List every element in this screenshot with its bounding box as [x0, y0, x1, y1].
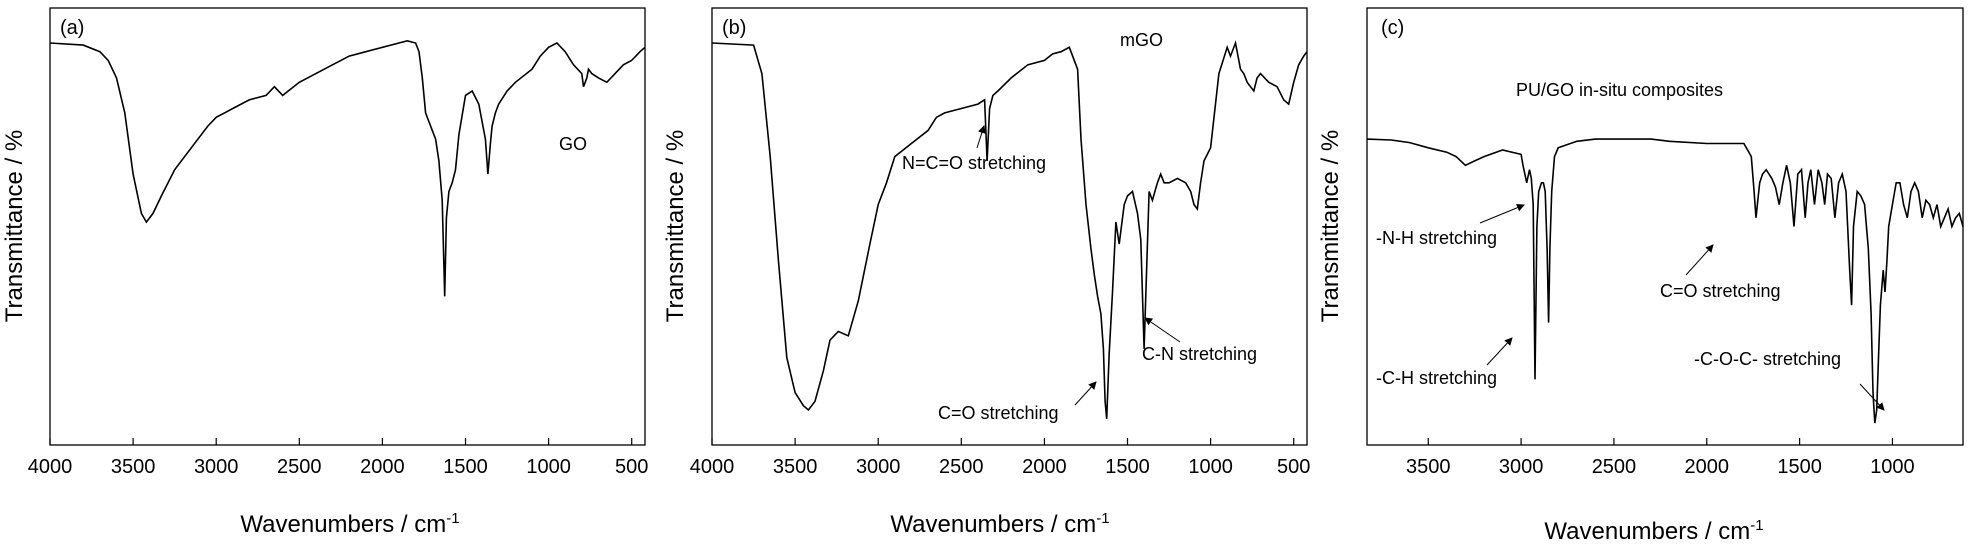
x-axis-title: Wavenumbers / cm-1 [1544, 517, 1763, 544]
x-tick-label: 2000 [360, 456, 405, 478]
x-tick-label: 3000 [194, 456, 239, 478]
panel-label: (b) [722, 17, 746, 39]
annotation-nco-stretching: N=C=O stretching [902, 153, 1046, 173]
sample-label: PU/GO in-situ composites [1516, 80, 1723, 100]
panel-label: (a) [60, 17, 84, 39]
panel-label: (c) [1381, 17, 1404, 39]
annotation-nh-arrow [1479, 203, 1525, 224]
x-tick-label: 1500 [443, 456, 488, 478]
x-tick-label: 500 [1277, 456, 1310, 478]
plot-frame [711, 7, 1308, 446]
x-tick-label: 3500 [111, 456, 156, 478]
annotation-coc-arrow [1859, 383, 1885, 411]
x-tick-label: 1000 [1870, 456, 1915, 478]
panel-c: (c) PU/GO in-situ composites 3500 3000 250… [1317, 7, 1964, 544]
sample-label: GO [559, 134, 587, 154]
annotations: N=C=O stretching C=O stretching C-N stre… [902, 125, 1257, 423]
x-tick-label: 2000 [1022, 456, 1067, 478]
y-axis-title: Transmittance / % [662, 130, 689, 323]
x-tick-label: 2500 [277, 456, 322, 478]
x-tick-label: 2500 [939, 456, 984, 478]
x-tick-label: 500 [615, 456, 648, 478]
x-axis-title: Wavenumbers / cm-1 [890, 510, 1109, 538]
x-axis-title: Wavenumbers / cm-1 [240, 510, 459, 538]
panel-a: (a) GO 4000 3500 3000 2500 2000 1500 1000 500 W… [1, 7, 648, 538]
x-tick-label: 1000 [526, 456, 571, 478]
annotations: -N-H stretching -C-H stretching C=O stre… [1376, 203, 1885, 411]
x-tick-label: 1500 [1105, 456, 1150, 478]
spectrum-line [711, 40, 1308, 419]
plot-frame [49, 7, 646, 446]
y-axis-title: Transmittance / % [1317, 130, 1344, 323]
sample-label: mGO [1120, 30, 1163, 50]
annotation-coc-stretching: -C-O-C- stretching [1694, 349, 1841, 369]
x-tick-label: 2500 [1592, 456, 1637, 478]
x-tick-label: 2000 [1685, 456, 1730, 478]
x-tick-label: 3500 [1406, 456, 1451, 478]
annotation-cn-arrow [1144, 317, 1181, 343]
x-axis: 4000 3500 3000 2500 2000 1500 1000 500 [690, 438, 1310, 478]
x-tick-label: 1000 [1188, 456, 1233, 478]
annotation-ch-arrow [1486, 337, 1513, 366]
annotation-ch-stretching: -C-H stretching [1376, 368, 1497, 388]
spectrum-line [49, 39, 646, 297]
annotation-co-arrow [1685, 244, 1714, 276]
annotation-co-stretching: C=O stretching [938, 403, 1059, 423]
x-axis: 4000 3500 3000 2500 2000 1500 1000 500 [28, 438, 648, 478]
annotation-co-stretching: C=O stretching [1660, 281, 1781, 301]
x-tick-label: 1500 [1777, 456, 1822, 478]
x-tick-label: 3500 [773, 456, 818, 478]
x-axis: 3500 3000 2500 2000 1500 1000 [1406, 438, 1915, 478]
x-tick-label: 4000 [28, 456, 73, 478]
annotation-co-arrow [1074, 381, 1097, 406]
x-tick-label: 4000 [690, 456, 735, 478]
x-tick-label: 3000 [1499, 456, 1544, 478]
annotation-nh-stretching: -N-H stretching [1376, 228, 1497, 248]
x-tick-label: 3000 [856, 456, 901, 478]
y-axis-title: Transmittance / % [1, 130, 28, 323]
spectrum-line [1366, 138, 1964, 424]
panel-b: (b) mGO 4000 3500 3000 2500 2000 1500 1000 500 … [662, 7, 1310, 538]
annotation-nco-arrow [976, 125, 986, 149]
annotation-cn-stretching: C-N stretching [1142, 344, 1257, 364]
